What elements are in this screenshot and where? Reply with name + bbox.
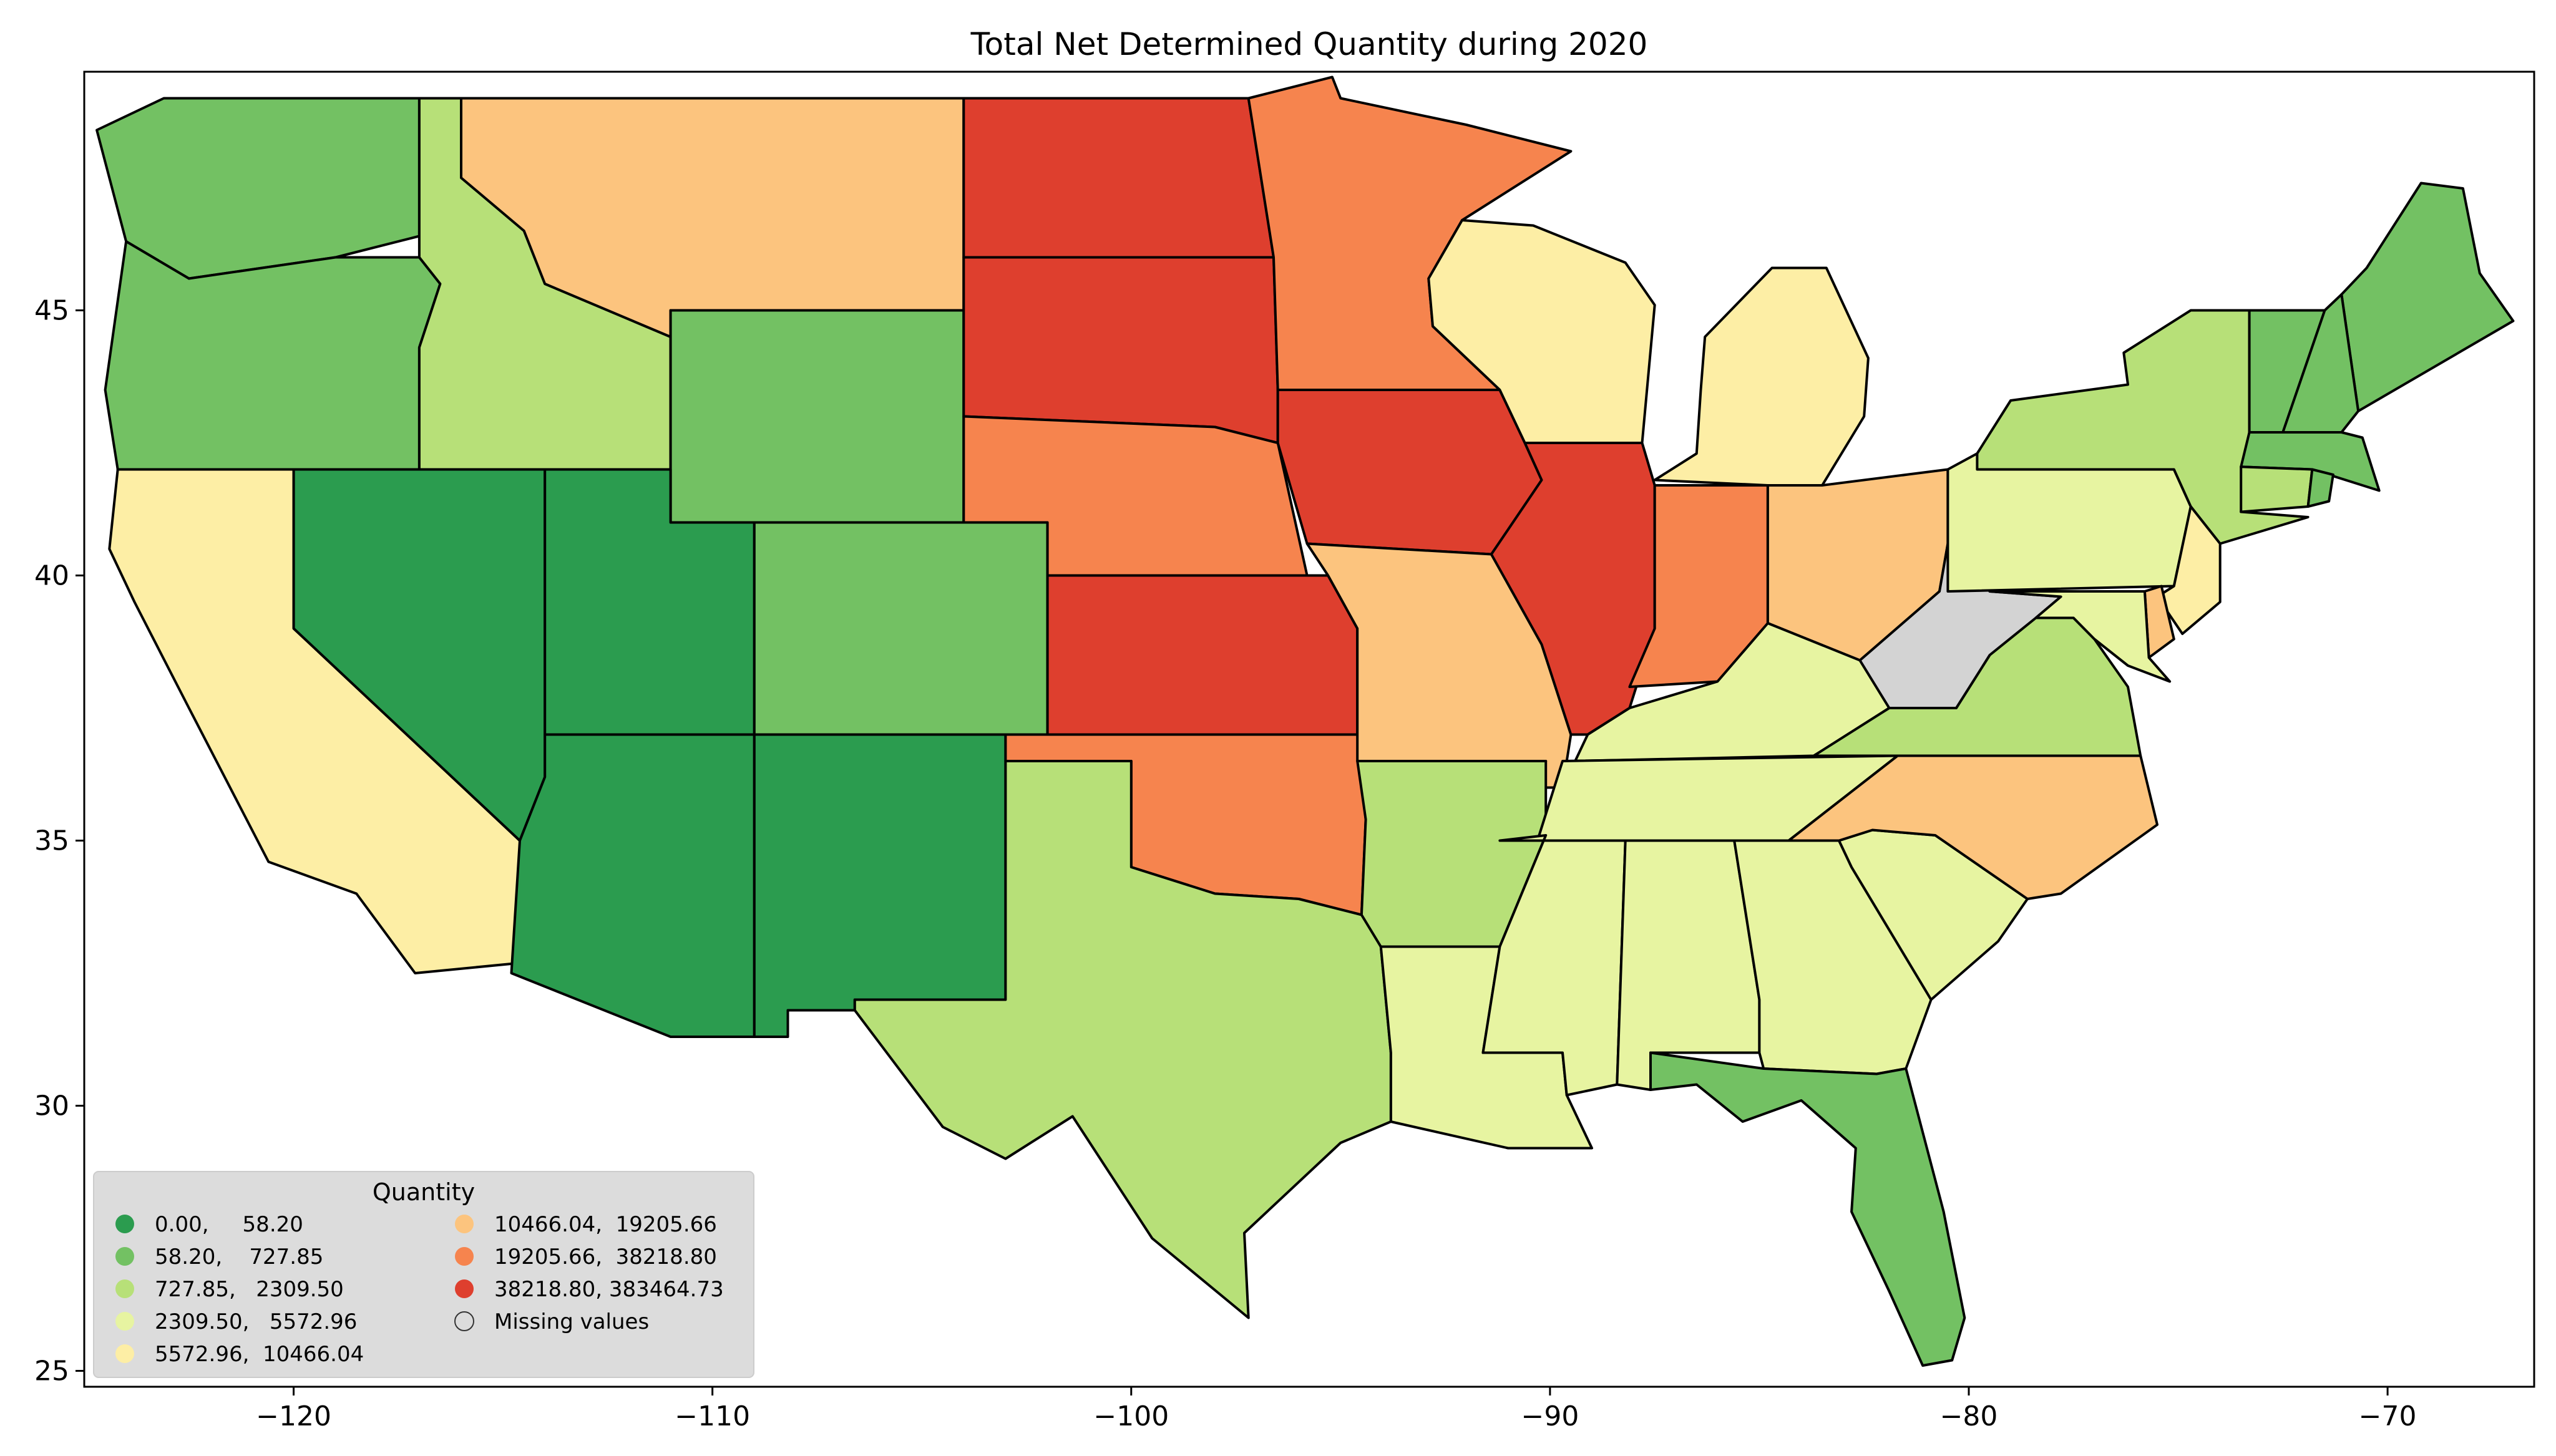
region-kansas: Kansas: [1046, 574, 1359, 736]
legend-marker: [455, 1247, 474, 1266]
legend-label: 58.20, 727.85: [155, 1245, 323, 1269]
legend-label: 2309.50, 5572.96: [155, 1309, 357, 1334]
region-iowa: Iowa: [1276, 389, 1543, 556]
y-tick-label: 40: [34, 560, 69, 592]
x-tick-label: −110: [675, 1400, 750, 1432]
legend-label: 38218.80, 383464.73: [494, 1277, 724, 1302]
region-north-dakota: North Dakota: [962, 97, 1275, 259]
legend-marker: [455, 1279, 474, 1298]
region-rhode-island: Rhode Island: [2306, 468, 2334, 508]
region-new-jersey: New Jersey: [2156, 505, 2222, 635]
region-oregon: Oregon: [104, 240, 442, 471]
y-tick-label: 35: [34, 825, 69, 857]
region-wyoming: Wyoming: [669, 309, 965, 524]
legend-label: 727.85, 2309.50: [155, 1277, 344, 1302]
region-south-dakota: South Dakota: [962, 256, 1279, 444]
region-maryland: Maryland: [1988, 590, 2172, 683]
legend-label: 0.00, 58.20: [155, 1212, 303, 1237]
legend-label: 5572.96, 10466.04: [155, 1342, 364, 1367]
region-alabama: Alabama: [1616, 839, 1761, 1091]
region-colorado: Colorado: [753, 521, 1049, 736]
region-pennsylvania: Pennsylvania: [1946, 452, 2192, 593]
region-florida: Florida: [1649, 1051, 1966, 1367]
legend-marker: [455, 1215, 474, 1233]
y-tick-label: 25: [34, 1356, 69, 1387]
region-new-mexico: New Mexico: [753, 733, 1007, 1038]
region-connecticut: Connecticut: [2240, 465, 2314, 513]
y-tick-label: 45: [34, 295, 69, 327]
x-tick-label: −70: [2359, 1400, 2417, 1432]
x-tick-label: −90: [1521, 1400, 1579, 1432]
x-tick-label: −100: [1093, 1400, 1169, 1432]
region-michigan: Michigan: [1653, 266, 1870, 487]
y-tick-label: 30: [34, 1090, 69, 1122]
region-texas: Texas: [853, 760, 1392, 1319]
legend-marker: [115, 1344, 134, 1363]
chart-title: Total Net Determined Quantity during 202…: [970, 26, 1648, 62]
region-maine: Maine: [2340, 182, 2515, 412]
legend-label: 19205.66, 38218.80: [494, 1245, 717, 1269]
region-new-hampshire: New Hampshire: [2281, 293, 2360, 434]
legend-marker: [115, 1215, 134, 1233]
legend-label: 10466.04, 19205.66: [494, 1212, 717, 1237]
legend: Quantity 0.00, 58.20 58.20, 727.85 727.85, …: [93, 1171, 754, 1378]
map-regions: WashingtonOregonCaliforniaIdahoNevadaMon…: [95, 75, 2515, 1367]
x-tick-label: −120: [256, 1400, 331, 1432]
legend-marker: [115, 1279, 134, 1298]
legend-label: Missing values: [494, 1309, 649, 1334]
legend-box: [93, 1171, 754, 1378]
x-axis: −120 −110 −100 −90 −80 −70: [256, 1387, 2417, 1432]
y-axis: 25 30 35 40 45: [34, 295, 84, 1387]
legend-title: Quantity: [373, 1178, 475, 1206]
legend-marker: [115, 1312, 134, 1331]
legend-marker: [454, 1311, 474, 1331]
legend-marker: [115, 1247, 134, 1266]
region-arizona: Arizona: [510, 733, 756, 1038]
x-tick-label: −80: [1940, 1400, 1998, 1432]
plot-frame: [83, 70, 2535, 1388]
